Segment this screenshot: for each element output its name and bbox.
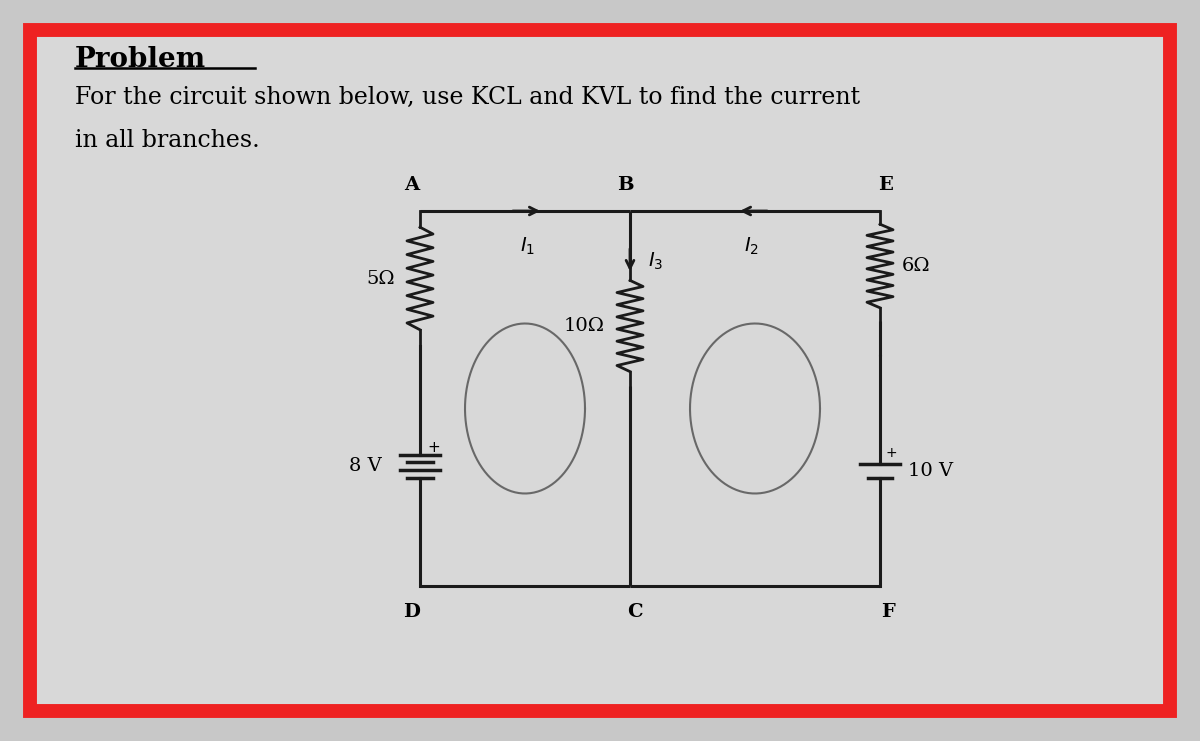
Text: $I_3$: $I_3$ [648, 250, 664, 272]
Text: 8 V: 8 V [349, 457, 382, 475]
Text: +: + [886, 446, 896, 460]
Text: E: E [877, 176, 893, 194]
Text: C: C [628, 603, 643, 621]
Text: in all branches.: in all branches. [74, 129, 259, 152]
FancyBboxPatch shape [30, 30, 1170, 711]
Text: +: + [427, 439, 439, 454]
Text: 10 V: 10 V [908, 462, 953, 480]
Text: F: F [881, 603, 895, 621]
Text: B: B [617, 176, 634, 194]
Text: D: D [403, 603, 420, 621]
Text: For the circuit shown below, use KCL and KVL to find the current: For the circuit shown below, use KCL and… [74, 86, 860, 109]
Text: $I_1$: $I_1$ [521, 236, 535, 257]
Text: 10Ω: 10Ω [564, 317, 605, 335]
Text: 5Ω: 5Ω [366, 270, 395, 288]
Text: Problem: Problem [74, 46, 206, 73]
Text: A: A [404, 176, 420, 194]
Text: 6Ω: 6Ω [902, 257, 931, 275]
Text: $I_2$: $I_2$ [744, 236, 760, 257]
